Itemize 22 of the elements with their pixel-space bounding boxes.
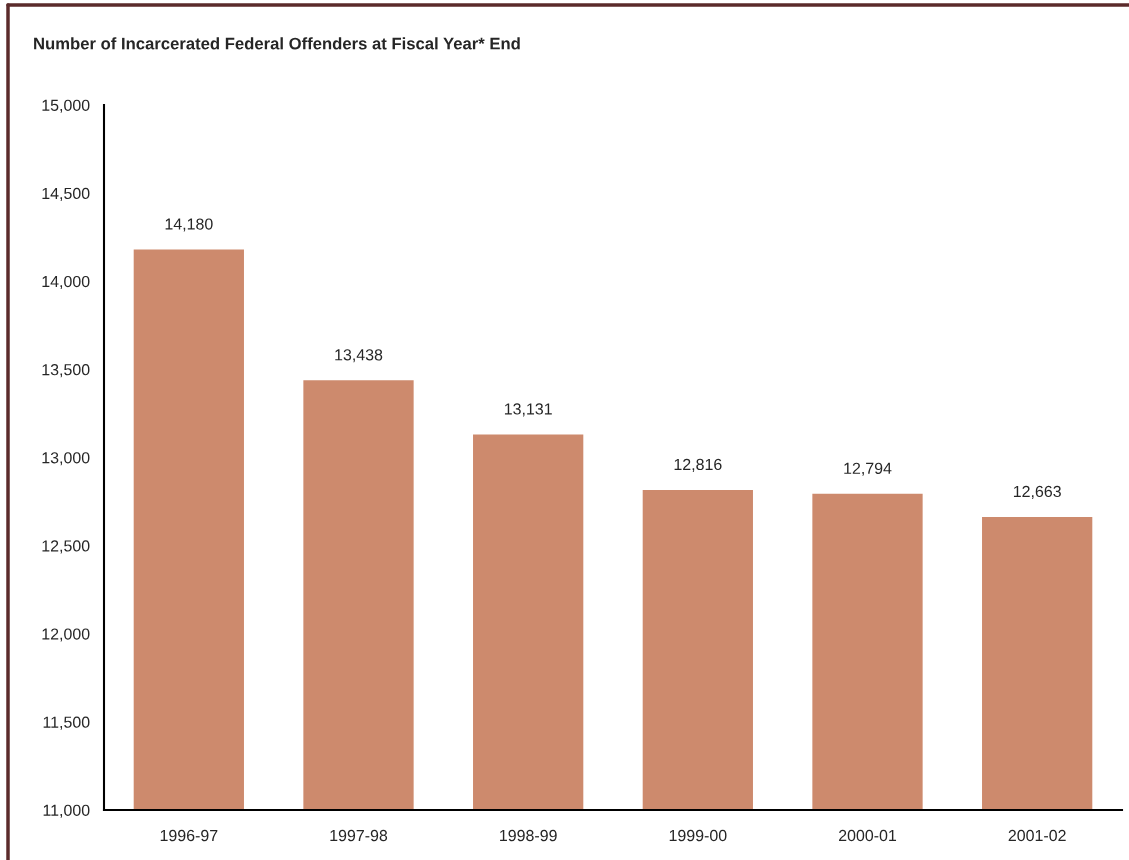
y-tick-label: 15,000 <box>42 99 90 113</box>
chart-title: Number of Incarcerated Federal Offenders at Fiscal Year* End <box>34 37 520 50</box>
y-tick-label: 13,500 <box>42 364 90 378</box>
x-tick-label: 1997-98 <box>330 829 388 842</box>
x-tick-label: 1996-97 <box>160 829 218 842</box>
y-tick-label: 12,000 <box>42 628 90 642</box>
y-tick-label: 14,500 <box>42 187 90 201</box>
y-tick-label: 12,500 <box>42 540 90 554</box>
x-tick-label: 2000-01 <box>839 829 897 842</box>
x-tick-label: 2001-02 <box>1008 829 1066 842</box>
y-tick-label: 13,000 <box>42 452 90 466</box>
y-tick-label: 11,000 <box>43 804 90 818</box>
y-tick-label: 14,000 <box>42 275 90 290</box>
data-label: 13,438 <box>335 349 383 363</box>
x-tick-label: 1998-99 <box>500 829 557 842</box>
data-label: 12,663 <box>1013 485 1061 499</box>
y-tick-label: 11,500 <box>43 716 90 730</box>
data-label: 12,816 <box>674 458 722 472</box>
data-label: 12,794 <box>844 462 892 476</box>
data-label: 13,131 <box>504 403 552 417</box>
x-tick-label: 1999-00 <box>669 829 727 842</box>
data-label: 14,180 <box>165 218 213 232</box>
